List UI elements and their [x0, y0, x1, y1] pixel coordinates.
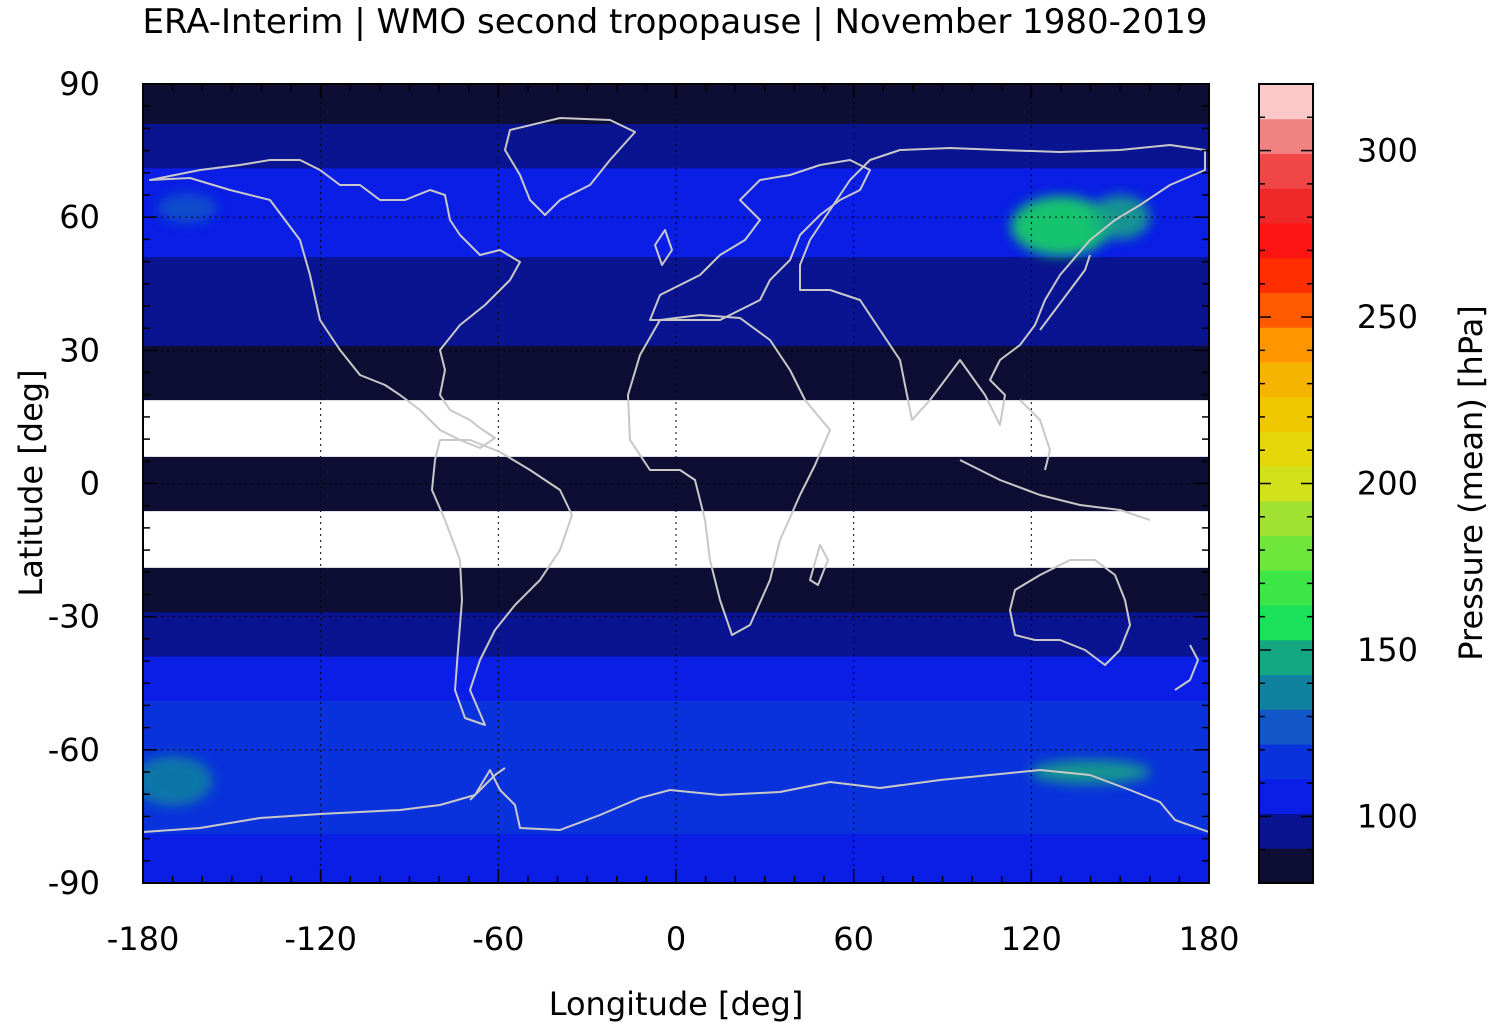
colorbar-segment: [1259, 222, 1313, 259]
coastlines: [143, 117, 1209, 833]
colorbar-segment: [1259, 744, 1313, 780]
pressure-maximum: [1010, 196, 1111, 257]
colorbar-segment: [1259, 813, 1313, 849]
x-tick-label: -60: [472, 920, 524, 958]
colorbar-segment: [1259, 153, 1313, 189]
pressure-anomalies: [143, 193, 1151, 806]
colorbar-tick-label: 100: [1357, 797, 1418, 835]
colorbar-segment: [1259, 188, 1313, 224]
colorbar-segment: [1259, 292, 1313, 328]
axis-ticks: [142, 83, 1210, 884]
axis-tick-labels: -180 -120 -60 0 60 120 180 90 60 30 0 -30 -60 -90: [48, 65, 1240, 958]
colorbar-segment: [1259, 500, 1313, 537]
x-tick-label: 180: [1178, 920, 1239, 958]
colorbar-segment: [1259, 431, 1313, 467]
colorbar-tick-label: 150: [1357, 631, 1418, 669]
colorbar-segment: [1259, 118, 1313, 154]
colorbar-segment: [1259, 605, 1313, 641]
y-tick-label: -30: [48, 598, 100, 636]
x-tick-label: -120: [284, 920, 357, 958]
pressure-maximum: [143, 755, 213, 806]
colorbar-segment: [1259, 639, 1313, 676]
colorbar-segment: [1259, 84, 1313, 120]
chart-title: ERA-Interim | WMO second tropopause | No…: [142, 2, 1208, 42]
y-tick-label: 90: [59, 65, 100, 103]
colorbar-segment: [1259, 257, 1313, 293]
colorbar-segment: [1259, 396, 1313, 432]
colorbar-tick-label: 300: [1357, 132, 1418, 170]
y-tick-label: 0: [80, 465, 100, 503]
y-tick-label: -60: [48, 731, 100, 769]
y-tick-label: -90: [48, 864, 100, 902]
pressure-map: [143, 84, 1209, 883]
colorbar-tick-label: 200: [1357, 465, 1418, 503]
y-tick-label: 60: [59, 198, 100, 236]
x-tick-label: 0: [666, 920, 686, 958]
colorbar-ticks: 100 150 200 250 300: [1259, 83, 1418, 884]
pressure-maximum: [1030, 760, 1151, 785]
colorbar-segment: [1259, 361, 1313, 398]
colorbar-segment: [1259, 535, 1313, 571]
x-tick-label: 60: [833, 920, 874, 958]
y-axis-label: Latitude [deg]: [12, 369, 50, 596]
map-gridlines: [143, 84, 1209, 883]
y-tick-label: 30: [59, 331, 100, 369]
x-axis-label: Longitude [deg]: [549, 985, 804, 1023]
colorbar-segment: [1259, 327, 1313, 363]
colorbar-segment: [1259, 778, 1313, 815]
colorbar-label: Pressure (mean) [hPa]: [1452, 305, 1490, 660]
colorbar-tick-label: 250: [1357, 298, 1418, 336]
colorbar-segment: [1259, 570, 1313, 606]
colorbar-segment: [1259, 848, 1313, 884]
colorbar-segment: [1259, 709, 1313, 745]
x-tick-label: 120: [1001, 920, 1062, 958]
colorbar-segment: [1259, 674, 1313, 710]
pressure-maximum: [157, 193, 218, 224]
x-tick-label: -180: [107, 920, 180, 958]
